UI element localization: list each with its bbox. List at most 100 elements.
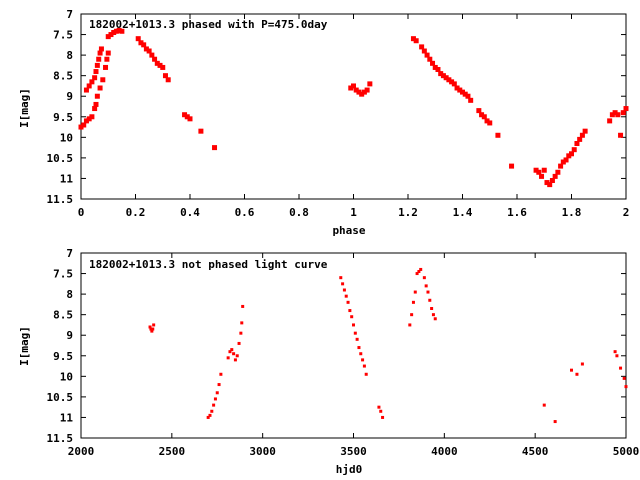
data-point: [89, 114, 95, 120]
data-point: [146, 48, 152, 54]
data-point: [408, 323, 412, 327]
data-point: [619, 366, 623, 370]
data-point: [563, 157, 569, 163]
data-point: [484, 118, 490, 124]
data-point: [359, 352, 363, 356]
data-point: [379, 409, 383, 413]
data-point: [96, 56, 102, 62]
data-point: [342, 288, 346, 292]
data-point: [615, 354, 619, 358]
data-point: [607, 118, 613, 124]
data-point: [419, 267, 423, 271]
data-point: [111, 30, 117, 35]
data-point: [149, 52, 155, 58]
data-point: [219, 372, 223, 376]
data-point: [239, 331, 243, 335]
data-point: [364, 372, 368, 376]
data-point: [612, 110, 618, 116]
y-tick-label: 8.5: [53, 309, 73, 322]
unphased-light-curve-plot: 182002+1013.3 not phased light curve hjd…: [18, 247, 639, 476]
data-point: [569, 151, 574, 157]
x-tick-label: 2500: [159, 445, 186, 458]
data-point: [427, 56, 433, 62]
y-tick-label: 8.5: [53, 70, 73, 83]
data-point: [215, 391, 219, 395]
y-axis-label: I[mag]: [18, 88, 31, 128]
data-point: [86, 116, 92, 122]
data-point: [350, 315, 354, 319]
data-point: [424, 52, 430, 58]
data-point: [419, 44, 425, 50]
y-tick-label: 7: [66, 8, 73, 21]
data-point: [228, 350, 232, 354]
data-point: [141, 42, 147, 48]
data-point: [83, 118, 89, 124]
data-point: [89, 79, 95, 85]
x-tick-label: 3000: [249, 445, 276, 458]
data-point: [100, 77, 106, 83]
data-point: [361, 89, 367, 95]
data-point: [579, 132, 585, 138]
data-point: [157, 62, 163, 68]
data-point: [97, 50, 103, 56]
chart-title: 182002+1013.3 not phased light curve: [89, 258, 328, 271]
data-point: [113, 28, 119, 34]
data-point: [361, 358, 365, 362]
data-point: [566, 153, 572, 159]
data-point: [119, 28, 125, 34]
data-point: [413, 38, 419, 44]
data-point: [428, 298, 432, 302]
data-point: [509, 163, 515, 169]
data-point: [230, 348, 234, 352]
data-point: [151, 327, 155, 331]
x-tick-label: 1.8: [562, 206, 582, 219]
data-point: [152, 323, 156, 327]
data-point: [430, 60, 436, 66]
data-point: [135, 36, 141, 42]
data-point: [138, 40, 144, 46]
data-point: [344, 294, 348, 298]
data-point: [359, 91, 365, 97]
data-point: [351, 83, 356, 89]
y-tick-label: 10: [60, 131, 73, 144]
data-point: [364, 87, 370, 93]
x-tick-label: 0.2: [126, 206, 146, 219]
data-point: [487, 120, 493, 126]
data-point: [580, 362, 584, 366]
phased-light-curve-plot: 182002+1013.3 phased with P=475.0day pha…: [18, 8, 629, 237]
data-point: [212, 145, 218, 151]
x-ticks: 0 0.2 0.4 0.6 0.8 1 1.2 1.4 1.6 1.8 2: [78, 14, 630, 219]
data-point: [432, 64, 438, 70]
data-point: [446, 77, 452, 83]
x-tick-label: 1.4: [453, 206, 473, 219]
x-axis-label: hjd0: [336, 463, 363, 476]
data-point: [481, 114, 487, 120]
y-tick-label: 11: [60, 411, 74, 424]
data-point: [613, 350, 617, 354]
data-point: [533, 167, 539, 173]
data-point: [476, 108, 482, 114]
data-point: [339, 276, 343, 280]
x-tick-label: 3500: [340, 445, 367, 458]
data-point: [433, 317, 437, 321]
data-point: [355, 337, 359, 341]
data-point: [348, 309, 352, 313]
data-point: [495, 132, 501, 138]
data-point: [208, 413, 212, 417]
data-point: [83, 87, 89, 93]
y-tick-label: 11.5: [47, 193, 74, 206]
data-point: [609, 112, 615, 118]
data-point: [352, 323, 355, 327]
data-point: [149, 327, 153, 331]
x-tick-label: 0: [78, 206, 85, 219]
data-point: [431, 313, 435, 317]
data-point: [92, 106, 98, 112]
y-tick-label: 10: [60, 370, 73, 383]
x-tick-label: 2: [623, 206, 630, 219]
data-point: [462, 91, 468, 97]
x-tick-label: 1: [350, 206, 357, 219]
data-point: [162, 73, 168, 79]
data-point: [108, 32, 114, 38]
data-point: [560, 159, 566, 165]
